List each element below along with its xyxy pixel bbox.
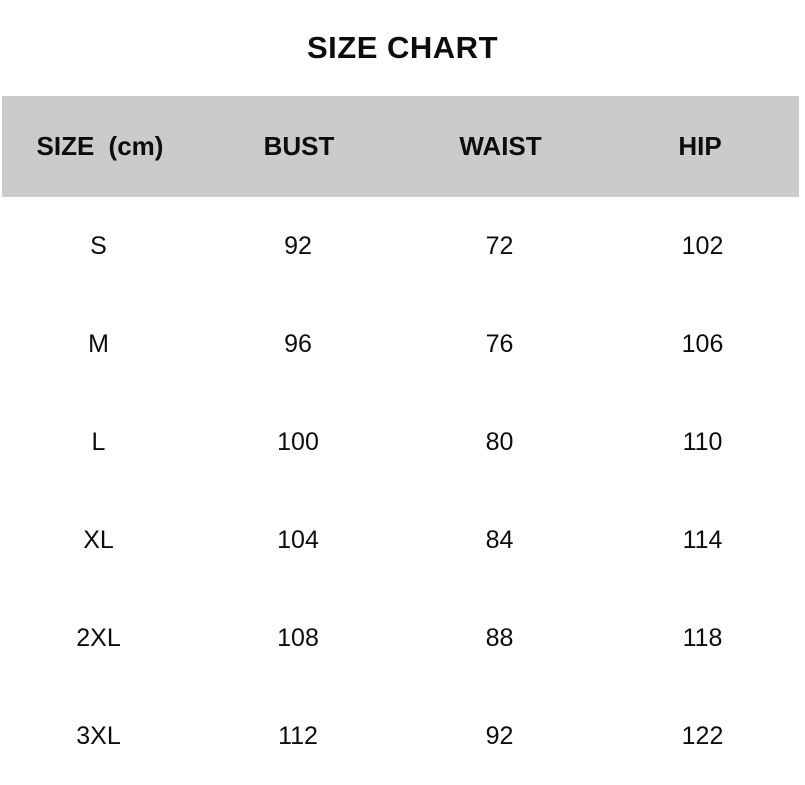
cell-size: L: [91, 427, 106, 456]
table-header-row: SIZE (cm) BUST WAIST HIP: [2, 96, 799, 197]
cell-bust: 112: [278, 721, 318, 750]
cell-bust: 92: [284, 231, 312, 260]
cell-hip: 102: [681, 231, 724, 260]
cell-size: 3XL: [76, 721, 121, 750]
cell-size: S: [90, 231, 107, 260]
cell-bust: 100: [277, 427, 319, 456]
table-row-s: S 92 72 102: [0, 197, 805, 295]
cell-size: 2XL: [76, 623, 121, 652]
cell-bust: 96: [284, 329, 312, 358]
header-cell-size: SIZE (cm): [36, 131, 164, 161]
title-row: SIZE CHART: [0, 0, 805, 96]
table-row-xl: XL 104 84 114: [0, 491, 805, 589]
cell-waist: 72: [485, 231, 514, 260]
cell-hip: 106: [681, 329, 724, 358]
cell-waist: 92: [485, 721, 514, 750]
header-cell-waist: WAIST: [459, 131, 542, 161]
table-row-l: L 100 80 110: [0, 393, 805, 491]
cell-waist: 80: [485, 427, 514, 456]
page-title: SIZE CHART: [307, 30, 498, 65]
cell-hip: 110: [682, 427, 723, 456]
cell-hip: 118: [682, 623, 723, 652]
table-row-m: M 96 76 106: [0, 295, 805, 393]
header-cell-bust: BUST: [263, 131, 335, 161]
cell-size: M: [88, 329, 109, 358]
cell-hip: 122: [681, 721, 724, 750]
cell-hip: 114: [682, 525, 723, 554]
cell-bust: 104: [277, 525, 319, 554]
cell-waist: 84: [485, 525, 514, 554]
table-row-3xl: 3XL 112 92 122: [0, 687, 805, 785]
cell-waist: 76: [485, 329, 514, 358]
table-row-2xl: 2XL 108 88 118: [0, 589, 805, 687]
header-cell-hip: HIP: [678, 131, 722, 161]
cell-size: XL: [83, 525, 114, 554]
cell-waist: 88: [485, 623, 514, 652]
cell-bust: 108: [277, 623, 319, 652]
